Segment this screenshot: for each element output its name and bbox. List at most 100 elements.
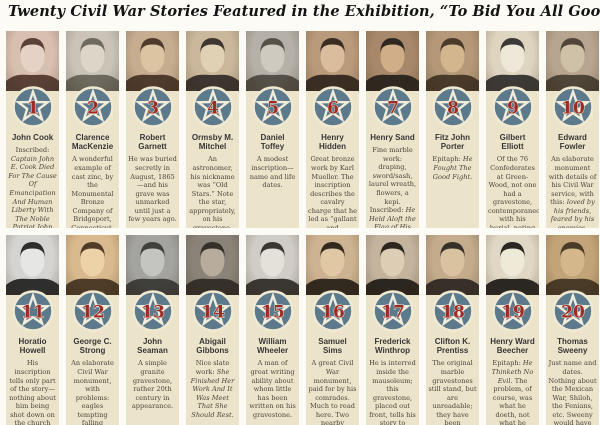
description-segment: An astronomer, his nickname was “Old Sta… — [189, 155, 236, 228]
badge-number: 10 — [561, 99, 585, 119]
description-segment: An elaborate Civil War monument, with pr… — [71, 359, 114, 425]
story-description: An elaborate monument with details of hi… — [548, 155, 597, 228]
description-segment: A man of great writing ability about who… — [249, 359, 296, 419]
portrait-silhouette-icon — [546, 235, 599, 295]
portrait-photo — [426, 235, 479, 295]
description-segment: Captain John E. Cook Died For The Cause … — [8, 154, 57, 228]
story-card: Frederick Winthrop He is interred inside… — [366, 235, 419, 425]
story-card: Ormsby M. Mitchel An astronomer, his nic… — [186, 31, 239, 228]
badge-number: 20 — [561, 303, 585, 323]
person-name: Clarence MacKenzie — [71, 133, 114, 152]
story-card: John Seaman A simple granite gravestone,… — [126, 235, 179, 425]
story-description: Of the 76 Confederates at Green-Wood, no… — [488, 155, 539, 228]
person-name: Clifton K. Prentiss — [434, 337, 471, 356]
description-segment: He was buried secretly in August, 1865—a… — [128, 155, 177, 224]
story-description: Epitaph: He Thinketh No Evil. The proble… — [488, 359, 537, 425]
person-name: Robert Garnett — [138, 133, 167, 152]
person-name: John Seaman — [137, 337, 168, 356]
story-description: Fine marble work: draping, sword/sash, l… — [368, 146, 417, 228]
story-description: An elaborate Civil War monument, with pr… — [68, 359, 117, 425]
badge-number: 4 — [207, 99, 219, 119]
portrait-photo — [486, 31, 539, 91]
story-card: Clarence MacKenzie A wonderful example o… — [66, 31, 119, 228]
star-number-badge-icon: 9 — [491, 86, 534, 128]
story-card: Clifton K. Prentiss The original marble … — [426, 235, 479, 425]
story-card: Robert Garnett He was buried secretly in… — [126, 31, 179, 228]
portrait-photo — [186, 235, 239, 295]
description-segment: A simple granite gravestone, rather 20th… — [131, 359, 174, 411]
portrait-silhouette-icon — [486, 31, 539, 91]
story-description: Great bronze work by Karl Mueller. The i… — [308, 155, 357, 228]
story-description: He is interred inside the mausoleum; thi… — [368, 359, 417, 425]
star-number-badge-icon: 10 — [551, 86, 594, 128]
badge-number: 19 — [501, 303, 525, 323]
story-card: Edward Fowler An elaborate monument with… — [546, 31, 599, 228]
portrait-photo — [366, 31, 419, 91]
story-card: George C. Strong An elaborate Civil War … — [66, 235, 119, 425]
person-name: Henry Ward Beecher — [490, 337, 535, 356]
story-description: A modest inscription—name and life dates… — [248, 155, 297, 189]
portrait-photo — [366, 235, 419, 295]
portrait-silhouette-icon — [126, 235, 179, 295]
story-card: Abigail Gibbons Nice slate work: She Fin… — [186, 235, 239, 425]
description-segment: A great Civil War monument, paid for by … — [308, 359, 357, 425]
portrait-photo — [486, 235, 539, 295]
description-segment: Just name and dates. Nothing about the M… — [548, 359, 597, 425]
description-segment: The problem, of course, was what he doet… — [492, 376, 533, 425]
story-description: Inscribed: Captain John E. Cook Died For… — [8, 146, 57, 228]
person-name: Frederick Winthrop — [374, 337, 411, 356]
badge-number: 1 — [27, 99, 39, 119]
description-segment: He Held Aloft the Flag of His Country in… — [369, 206, 416, 228]
description-segment: His inscription tells only part of the s… — [9, 359, 56, 425]
story-description: Epitaph: He Fought The Good Fight. — [428, 155, 477, 181]
badge-number: 13 — [141, 303, 165, 323]
description-segment: He Fought The Good Fight. — [432, 155, 473, 181]
description-segment: Fine marble work: draping, sword/sash, l… — [368, 146, 417, 215]
story-description: An astronomer, his nickname was “Old Sta… — [188, 155, 237, 228]
portrait-silhouette-icon — [306, 235, 359, 295]
portrait-silhouette-icon — [306, 31, 359, 91]
star-number-badge-icon: 14 — [191, 290, 234, 332]
star-number-badge-icon: 7 — [371, 86, 414, 128]
portrait-photo — [546, 235, 599, 295]
description-segment: He is interred inside the mausoleum; thi… — [369, 359, 416, 425]
portrait-silhouette-icon — [126, 31, 179, 91]
star-number-badge-icon: 18 — [431, 290, 474, 332]
star-number-badge-icon: 3 — [131, 86, 174, 128]
story-card: John Cook Inscribed: Captain John E. Coo… — [6, 31, 59, 228]
page-title: Twenty Civil War Stories Featured in the… — [8, 3, 600, 20]
portrait-silhouette-icon — [66, 31, 119, 91]
badge-number: 8 — [447, 99, 459, 119]
story-card: Henry Sand Fine marble work: draping, sw… — [366, 31, 419, 228]
star-number-badge-icon: 2 — [71, 86, 114, 128]
star-number-badge-icon: 20 — [551, 290, 594, 332]
portrait-photo — [546, 31, 599, 91]
portrait-silhouette-icon — [6, 31, 59, 91]
story-description: A great Civil War monument, paid for by … — [308, 359, 357, 425]
star-number-badge-icon: 1 — [11, 86, 54, 128]
description-segment: Epitaph: — [492, 359, 523, 368]
person-name: Thomas Sweeny — [557, 337, 588, 356]
star-number-badge-icon: 17 — [371, 290, 414, 332]
description-segment: The original marble gravestones still st… — [428, 359, 477, 425]
badge-number: 15 — [261, 303, 285, 323]
portrait-silhouette-icon — [366, 235, 419, 295]
portrait-photo — [6, 235, 59, 295]
person-name: Daniel Toffey — [260, 133, 285, 152]
person-name: Fitz John Porter — [434, 133, 471, 152]
story-card: Henry Ward Beecher Epitaph: He Thinketh … — [486, 235, 539, 425]
star-number-badge-icon: 11 — [11, 290, 54, 332]
badge-number: 9 — [507, 99, 519, 119]
story-card: Gilbert Elliott Of the 76 Confederates a… — [486, 31, 539, 228]
portrait-silhouette-icon — [426, 235, 479, 295]
star-number-badge-icon: 6 — [311, 86, 354, 128]
description-segment: Of the 76 Confederates at Green-Wood, no… — [488, 155, 539, 228]
portrait-photo — [186, 31, 239, 91]
star-number-badge-icon: 4 — [191, 86, 234, 128]
star-number-badge-icon: 5 — [251, 86, 294, 128]
story-description: A simple granite gravestone, rather 20th… — [128, 359, 177, 410]
portrait-silhouette-icon — [6, 235, 59, 295]
star-number-badge-icon: 15 — [251, 290, 294, 332]
story-description: Nice slate work: She Finished Her Work A… — [188, 359, 237, 419]
story-plaque: Gilbert Elliott Of the 76 Confederates a… — [486, 91, 539, 228]
